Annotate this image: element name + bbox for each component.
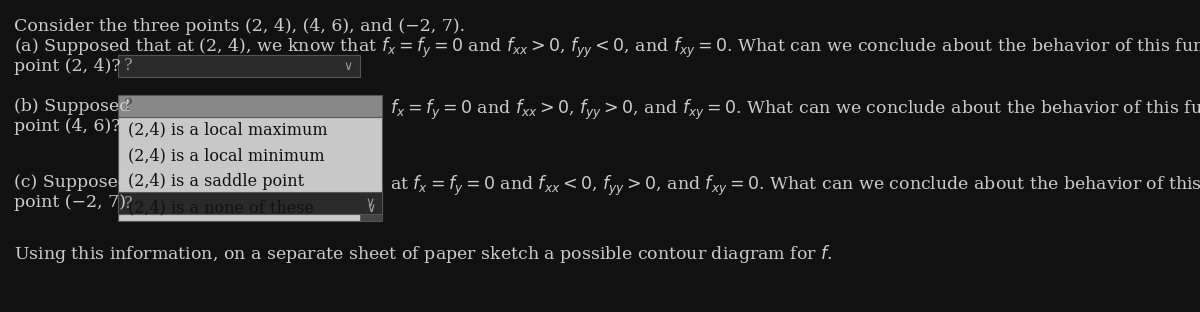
Text: ?: ? — [124, 194, 133, 212]
FancyBboxPatch shape — [118, 117, 382, 221]
Text: (c) Supposed: (c) Supposed — [14, 174, 130, 191]
Text: Using this information, on a separate sheet of paper sketch a possible contour d: Using this information, on a separate sh… — [14, 243, 833, 265]
FancyBboxPatch shape — [360, 195, 382, 221]
Text: (a) Supposed that at (2, 4), we know that $f_x = f_y = 0$ and $f_{xx} > 0$, $f_{: (a) Supposed that at (2, 4), we know tha… — [14, 36, 1200, 60]
Text: point (2, 4)?: point (2, 4)? — [14, 58, 121, 75]
Text: (2,4) is a saddle point: (2,4) is a saddle point — [128, 173, 304, 191]
Text: ?: ? — [124, 57, 133, 75]
Text: point (4, 6)?: point (4, 6)? — [14, 118, 120, 135]
Text: $f_x = f_y = 0$ and $f_{xx} > 0$, $f_{yy} > 0$, and $f_{xy} = 0$. What can we co: $f_x = f_y = 0$ and $f_{xx} > 0$, $f_{yy… — [390, 98, 1200, 122]
Text: Consider the three points (2, 4), (4, 6), and (−2, 7).: Consider the three points (2, 4), (4, 6)… — [14, 18, 466, 35]
Text: ∨: ∨ — [366, 202, 376, 215]
FancyBboxPatch shape — [118, 55, 360, 77]
FancyBboxPatch shape — [118, 192, 382, 214]
Text: ∨: ∨ — [366, 197, 374, 209]
FancyBboxPatch shape — [118, 95, 382, 117]
Text: (2,4) is a none of these: (2,4) is a none of these — [128, 199, 314, 217]
Text: point (−2, 7): point (−2, 7) — [14, 194, 126, 211]
Text: at $f_x = f_y = 0$ and $f_{xx} < 0$, $f_{yy} > 0$, and $f_{xy} = 0$. What can we: at $f_x = f_y = 0$ and $f_{xx} < 0$, $f_… — [390, 174, 1200, 198]
Text: ∨: ∨ — [343, 60, 353, 72]
Text: (2,4) is a local maximum: (2,4) is a local maximum — [128, 121, 328, 139]
Text: ?: ? — [124, 97, 133, 115]
Text: (2,4) is a local minimum: (2,4) is a local minimum — [128, 148, 325, 164]
Text: (b) Supposed: (b) Supposed — [14, 98, 131, 115]
